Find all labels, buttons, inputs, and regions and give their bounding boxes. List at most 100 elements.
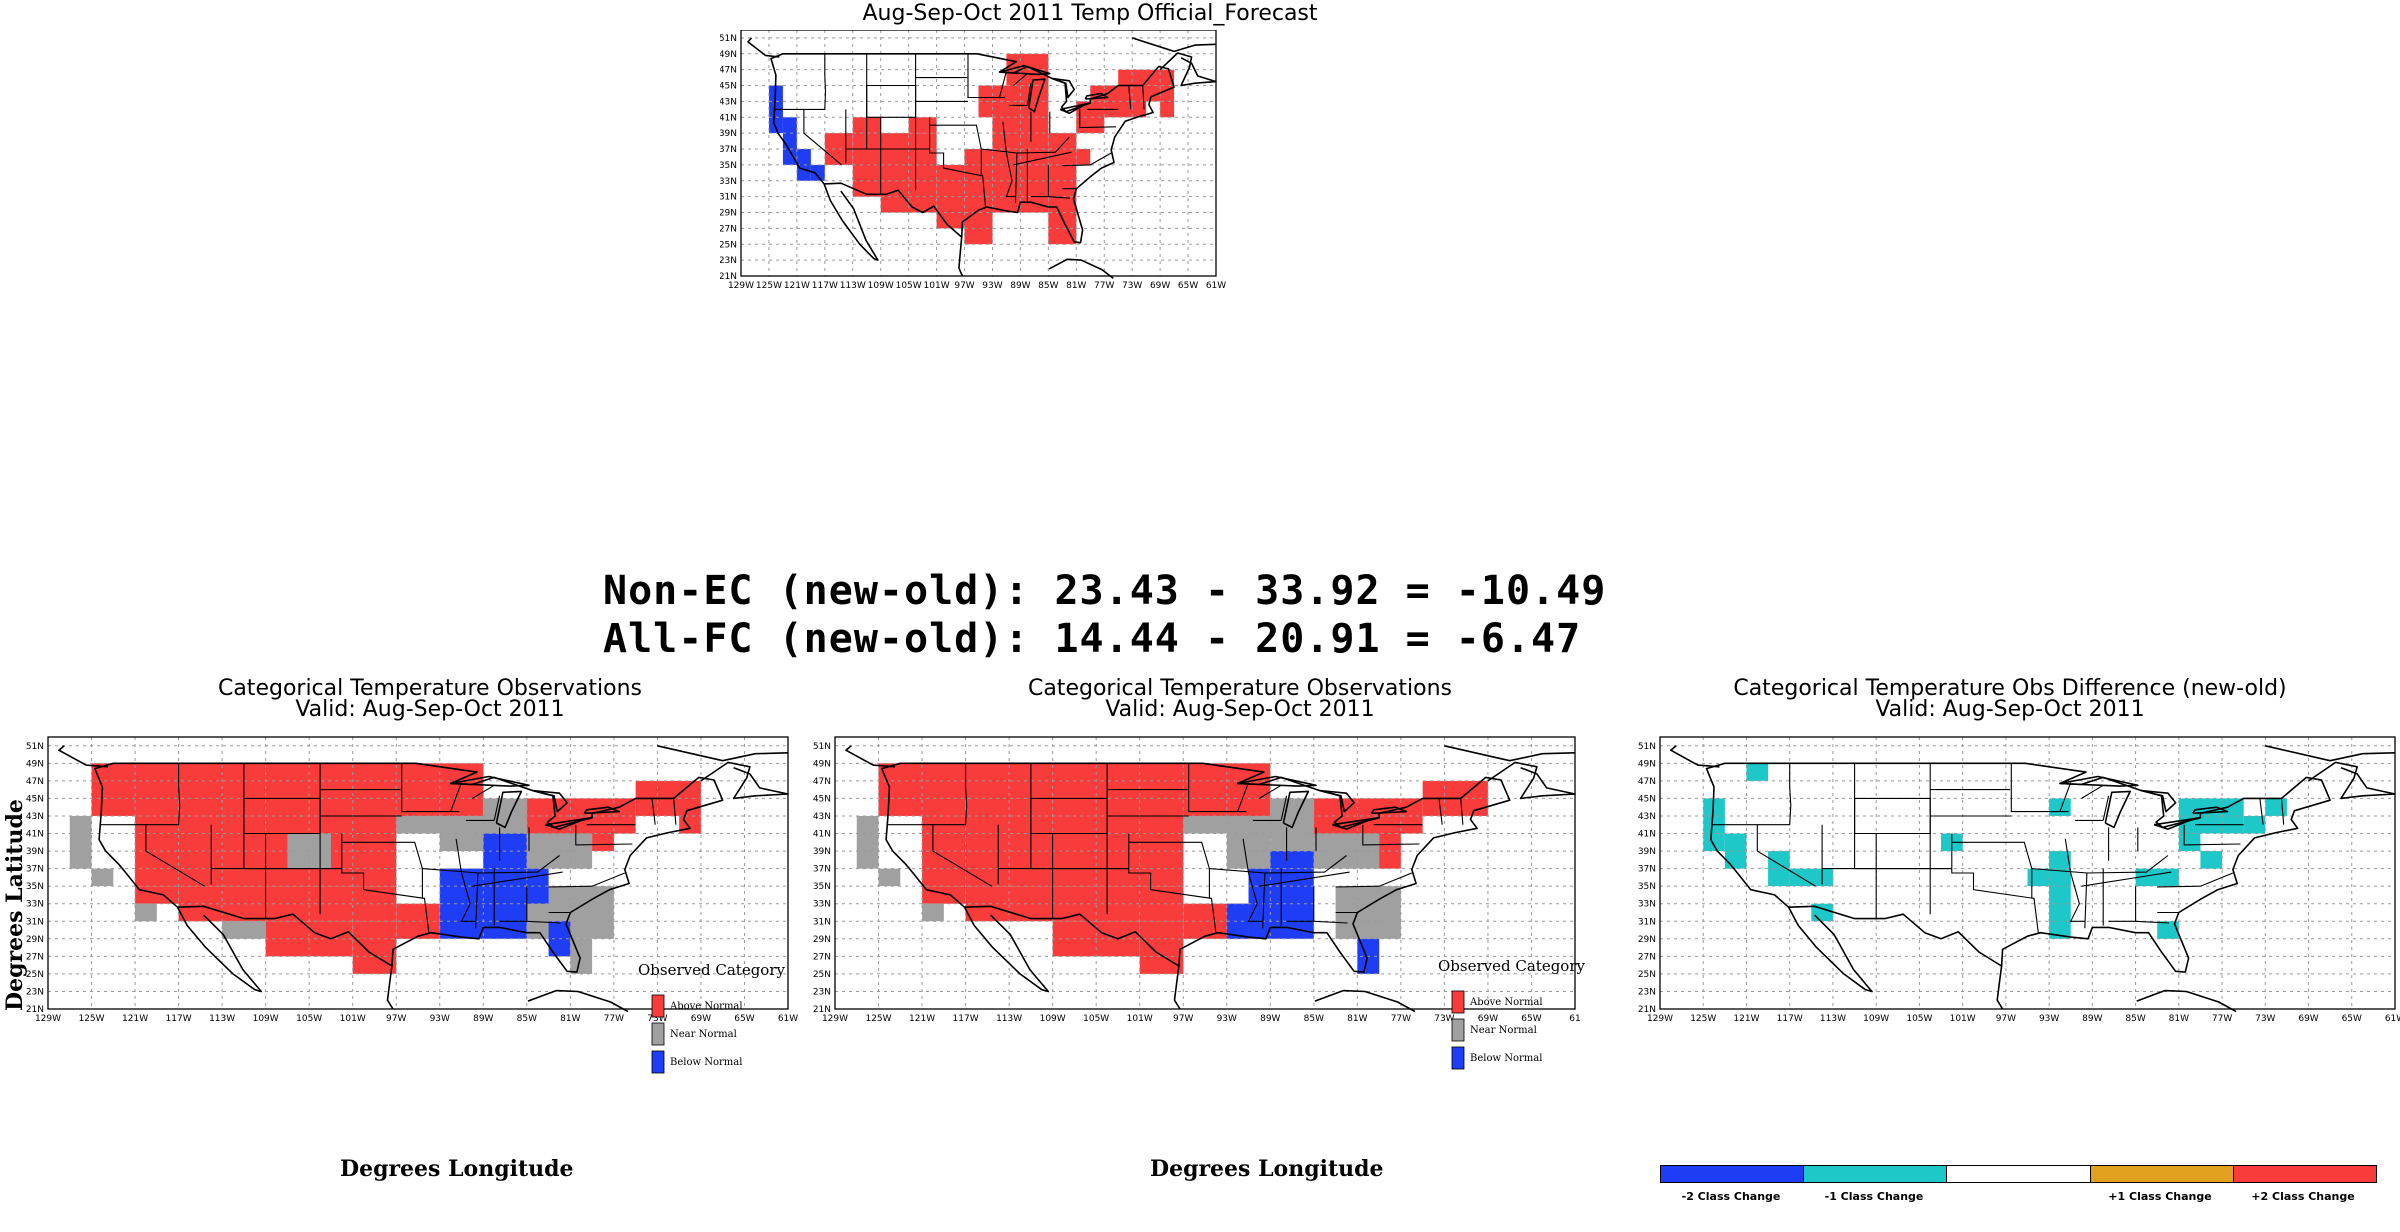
lat-tick-label: 21N [26, 1005, 44, 1015]
lat-tick-label: 27N [1638, 952, 1656, 962]
state-border [341, 841, 423, 899]
lat-tick-label: 39N [720, 129, 737, 139]
mexico-coast [1048, 258, 1114, 280]
state-border [2059, 782, 2072, 812]
grid-cell [922, 903, 944, 922]
canada-coast [1444, 745, 1576, 762]
lon-tick-label: 73W [2255, 1014, 2275, 1024]
grid-cell [978, 85, 1021, 118]
state-border [1313, 920, 1348, 924]
obs-legend-label: Above Normal [1469, 997, 1543, 1008]
state-border [998, 71, 1007, 98]
obs-legend-label: Below Normal [1470, 1053, 1542, 1064]
grid-cell [1006, 53, 1049, 86]
grid-cell [135, 886, 179, 904]
lon-tick-label: 117W [812, 281, 838, 291]
state-border [1013, 151, 1072, 166]
map-frame [834, 736, 1576, 1010]
lon-tick-label: 65W [1521, 1014, 1541, 1024]
grid-cell [1746, 763, 1769, 781]
forecast-map: 51N 49N 47N 45N 43N 41N 39N 37N 35N 33N 31N 29N 27N 2… [720, 30, 1226, 291]
colorbar-seg-minus2 [1661, 1166, 1805, 1182]
great-lake [999, 64, 1051, 76]
state-border [967, 53, 1005, 99]
grid-cell [1160, 85, 1175, 118]
state-border [472, 784, 495, 799]
lon-tick-label: 97W [1173, 1014, 1193, 1024]
obs-legend-swatch [651, 1050, 665, 1074]
state-border [1048, 196, 1071, 199]
lat-tick-label: 25N [720, 240, 737, 250]
lon-tick-label: 97W [954, 281, 974, 291]
lat-tick-label: 39N [1638, 847, 1656, 857]
obs-mid-title-line1: Categorical Temperature Observations [1027, 676, 1453, 701]
state-border [803, 53, 842, 166]
grid-cell [2200, 851, 2223, 869]
canada-coast [1669, 745, 1720, 768]
lat-tick-label: 41N [813, 830, 831, 840]
lon-tick-label: 113W [840, 281, 866, 291]
state-border [1016, 136, 1070, 154]
colorbar-seg-zero [1947, 1166, 2091, 1182]
state-border [2081, 784, 2104, 799]
state-border [1237, 782, 1250, 812]
state-border [1242, 838, 1263, 922]
state-border [2102, 795, 2110, 821]
great-lake [1319, 789, 1355, 813]
state-border [1188, 763, 1247, 813]
obs-left-map: 51N 49N 47N 45N 43N 41N 39N 37N 35N 33N 31N 29N 27N 2… [26, 736, 798, 1074]
great-lake [1028, 78, 1046, 113]
canada-coast [1131, 37, 1217, 53]
lat-tick-label: 21N [813, 1005, 831, 1015]
great-lake [1051, 77, 1076, 99]
state-border [477, 855, 560, 874]
canada-coast [2308, 761, 2396, 800]
grid-cell [796, 149, 811, 181]
lon-tick-label: 101W [924, 281, 950, 291]
grid-cell [439, 833, 484, 852]
grid-cell [1226, 903, 1249, 939]
lat-tick-label: 51N [1638, 742, 1656, 752]
state-border [1259, 871, 1350, 887]
obs-legend-label: Above Normal [669, 1001, 743, 1012]
grid-cell [782, 117, 797, 165]
obs-legend-label: Near Normal [1470, 1025, 1537, 1036]
state-border [651, 798, 656, 825]
lat-tick-label: 47N [813, 777, 831, 787]
lon-tick-label: 65W [2342, 1014, 2362, 1024]
state-border [145, 763, 205, 887]
lon-tick-label: 121W [122, 1014, 148, 1024]
lon-tick-label: 81W [1066, 281, 1086, 291]
lon-tick-label: 109W [1040, 1014, 1066, 1024]
great-lake [545, 816, 593, 830]
lon-tick-label: 121W [784, 281, 810, 291]
lon-tick-label: 81W [1347, 1014, 1367, 1024]
canada-coast [845, 745, 895, 768]
lon-tick-label: 69W [1150, 281, 1170, 291]
canada-coast [657, 745, 789, 762]
state-border [1013, 73, 1028, 86]
lat-tick-label: 49N [720, 50, 737, 60]
lon-tick-label: 125W [756, 281, 782, 291]
lon-tick-label: 105W [1906, 1014, 1932, 1024]
obs-mid-title-line2: Valid: Aug-Sep-Oct 2011 [1105, 697, 1375, 722]
lon-tick-label: 129W [35, 1014, 61, 1024]
us-outline [1705, 762, 2331, 973]
all-fc-stat: All-FC (new-old): 14.44 - 20.91 = -6.47 [603, 616, 1582, 662]
state-border [1259, 784, 1282, 799]
lon-tick-label: 109W [253, 1014, 279, 1024]
lon-tick-label: 89W [473, 1014, 493, 1024]
colorbar-label-minus2: -2 Class Change [1681, 1190, 1781, 1203]
state-border [1264, 855, 1347, 874]
lat-tick-label: 23N [813, 987, 831, 997]
grid-cell [679, 815, 701, 834]
state-border [1128, 833, 1217, 933]
lat-tick-label: 33N [813, 900, 831, 910]
diff-title-line1: Categorical Temperature Obs Difference (… [1733, 676, 2287, 701]
lat-tick-label: 45N [1638, 794, 1656, 804]
grid-cell [396, 815, 484, 834]
lon-tick-label: 73W [647, 1014, 667, 1024]
obs-legend-label: Near Normal [670, 1029, 737, 1040]
great-lake [583, 806, 621, 815]
mexico-coast [1996, 965, 2004, 1010]
